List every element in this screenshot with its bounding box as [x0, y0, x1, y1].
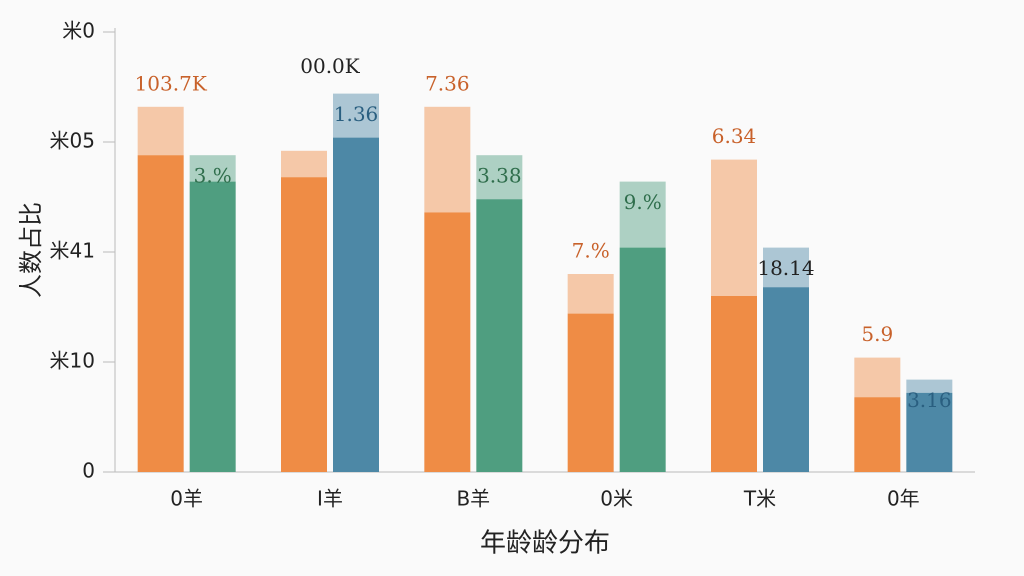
- y-tick-label: 0: [82, 459, 95, 483]
- x-tick-label: 0羊: [170, 487, 203, 511]
- y-tick-label: 米10: [50, 349, 95, 373]
- bar: [854, 397, 901, 472]
- bar: [619, 247, 666, 472]
- bar-upper: [763, 247, 809, 288]
- bar: [281, 177, 327, 472]
- data-label: 9.%: [624, 190, 662, 214]
- x-axis-title: 年龄龄分布: [480, 529, 610, 559]
- bar-upper: [333, 93, 379, 138]
- x-tick-label: 0米: [600, 487, 633, 511]
- y-axis-title: 人数占比: [17, 202, 45, 298]
- data-label: 3.38: [477, 164, 522, 188]
- x-tick-label: B羊: [456, 487, 490, 511]
- bar-upper: [567, 274, 614, 314]
- data-label: 1.36: [334, 102, 379, 126]
- bar: [189, 181, 236, 472]
- bar-upper: [189, 155, 236, 182]
- data-label: 00.0K: [300, 54, 361, 78]
- data-label: 6.34: [712, 124, 757, 148]
- y-tick-label: 米41: [50, 239, 95, 263]
- bar-upper: [711, 159, 757, 296]
- data-label: 103.7K: [135, 71, 208, 95]
- data-label: 7.36: [425, 71, 470, 95]
- x-tick-label: I羊: [317, 487, 343, 511]
- bar: [567, 313, 614, 472]
- bar: [763, 287, 809, 472]
- bar: [906, 392, 953, 472]
- data-label: 7.%: [572, 239, 610, 263]
- bar-upper: [424, 106, 471, 213]
- x-tick-label: T米: [743, 487, 776, 511]
- bar: [333, 137, 379, 472]
- data-label: 3.%: [194, 164, 232, 188]
- bar: [476, 199, 523, 472]
- bar-upper: [619, 181, 666, 248]
- y-tick-label: 米05: [50, 129, 95, 153]
- bar-upper: [906, 379, 953, 393]
- x-tick-label: 0年: [887, 487, 920, 511]
- bar-upper: [476, 155, 523, 200]
- data-label: 18.14: [757, 256, 814, 280]
- bar-upper: [137, 106, 184, 156]
- bar-upper: [854, 357, 901, 398]
- data-label: 5.9: [861, 322, 893, 346]
- y-tick-label: 米0: [62, 19, 95, 43]
- bar: [137, 155, 184, 472]
- data-label: 3.16: [907, 388, 952, 412]
- bar: [424, 212, 471, 472]
- bar: [711, 296, 757, 472]
- bar-upper: [281, 150, 327, 178]
